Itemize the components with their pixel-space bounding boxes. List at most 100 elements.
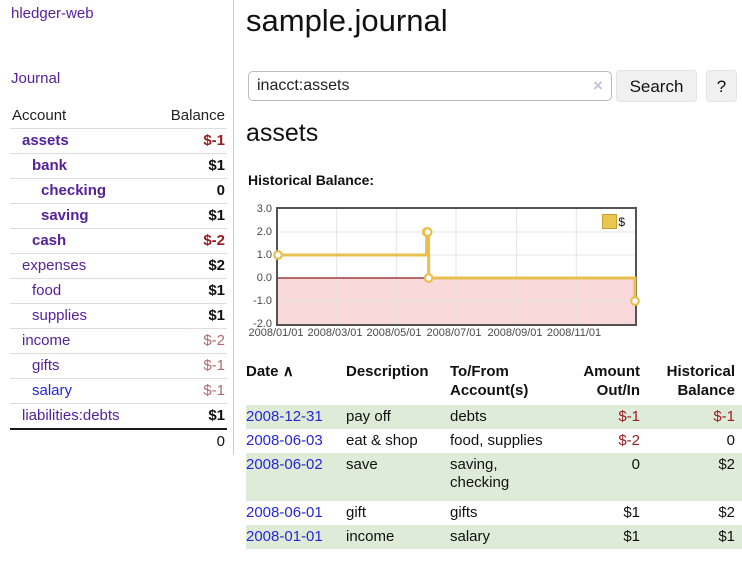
account-link-liabilities-debts[interactable]: liabilities:debts [22,407,120,424]
account-link-saving[interactable]: saving [41,207,89,224]
account-balance: $-1 [203,357,225,374]
register-row: 2008-06-03 eat & shop food, supplies $-2… [246,429,742,453]
account-balance: $1 [208,307,225,324]
x-tick-label: 2008/03/01 [307,327,363,339]
transaction-balance: 0 [726,432,735,449]
account-row-expenses: expenses $2 [10,253,227,278]
balance-column-header: Balance [170,107,225,124]
x-tick-label: 2008/05/01 [366,327,422,339]
amount-column-header: Amount Out/In [583,363,640,399]
account-row-cash: cash $-2 [10,228,227,253]
transaction-accounts: food, supplies [450,432,543,449]
account-link-bank[interactable]: bank [32,157,68,174]
y-tick-label: -2.0 [253,318,272,330]
account-row-salary: salary $-1 [10,378,227,403]
x-tick-label: 2008/09/01 [487,327,543,339]
account-link-expenses[interactable]: expenses [22,257,87,274]
transaction-amount: $-1 [618,408,640,425]
account-balance: $-1 [203,382,225,399]
help-button[interactable]: ? [706,70,737,102]
account-link-income[interactable]: income [22,332,71,349]
date-header-label: Date [246,363,279,380]
register-row: 2008-12-31 pay off debts $-1 $-1 [246,405,742,429]
accounts-table: Account Balance assets $-1 bank $1 check… [10,103,227,454]
balance-chart-plot: $ [273,207,640,326]
balance-chart-svg [273,209,640,324]
transaction-amount: 0 [631,456,640,473]
account-balance: $-2 [203,332,225,349]
account-row-saving: saving $1 [10,203,227,228]
accounts-column-header: Account [12,107,67,124]
page-title: sample.journal [246,3,448,38]
accounts-total-row: 0 [10,428,227,454]
transaction-balance: $-1 [713,408,735,425]
account-row-liabilities-debts: liabilities:debts $1 [10,403,227,428]
account-balance: 0 [216,182,225,199]
account-row-income: income $-2 [10,328,227,353]
register-table: Date ∧ Description To/From Account(s) Am… [246,360,742,549]
account-heading: assets [246,119,319,147]
date-column-header[interactable]: Date ∧ [246,360,346,405]
chart-legend: $ [602,214,625,229]
transaction-accounts: debts [450,408,487,425]
transaction-date-link[interactable]: 2008-06-02 [246,456,323,473]
legend-label: $ [618,214,625,229]
balance-chart: 3.0 2.0 1.0 0.0 -1.0 -2.0 $ 2008/01/01 2… [240,200,680,350]
balance-column-header: Historical Balance [666,363,735,399]
account-balance: $1 [208,282,225,299]
search-button[interactable]: Search [616,70,697,102]
account-row-bank: bank $1 [10,153,227,178]
x-tick-label: 2008/07/01 [426,327,482,339]
transaction-date-link[interactable]: 2008-12-31 [246,408,323,425]
transaction-date-link[interactable]: 2008-06-01 [246,504,323,521]
account-link-checking[interactable]: checking [41,182,107,199]
y-tick-label: 2.0 [256,226,272,238]
account-link-assets[interactable]: assets [22,132,69,149]
account-link-supplies[interactable]: supplies [32,307,88,324]
search-input[interactable] [248,71,612,101]
account-link-salary[interactable]: salary [32,382,73,399]
historical-balance-label: Historical Balance: [248,172,375,188]
accounts-column-header: To/From Account(s) [450,363,529,399]
account-row-assets: assets $-1 [10,128,227,153]
transaction-balance: $2 [718,456,735,473]
series-swatch-icon [602,214,618,229]
account-link-gifts[interactable]: gifts [32,357,60,374]
register-header-row: Date ∧ Description To/From Account(s) Am… [246,360,742,405]
register-row: 2008-06-01 gift gifts $1 $2 [246,501,742,525]
account-link-food[interactable]: food [32,282,62,299]
y-tick-label: 0.0 [256,272,272,284]
account-balance: $1 [208,157,225,174]
account-balance: $2 [208,257,225,274]
register-row: 2008-01-01 income salary $1 $1 [246,525,742,549]
y-tick-label: 1.0 [256,249,272,261]
transaction-amount: $1 [623,504,640,521]
sidebar-item-journal[interactable]: Journal [11,70,61,87]
transaction-amount: $1 [623,528,640,545]
account-balance: $-2 [203,232,225,249]
sort-ascending-icon: ∧ [282,363,294,380]
register-row: 2008-06-02 save saving, checking 0 $2 [246,453,742,501]
y-tick-label: 3.0 [256,203,272,215]
transaction-balance: $1 [718,528,735,545]
account-balance: $1 [208,207,225,224]
x-tick-label: 2008/01/01 [248,327,304,339]
transaction-description: income [346,528,395,545]
clear-search-icon[interactable]: × [593,76,603,95]
account-link-cash[interactable]: cash [32,232,67,249]
transaction-amount: $-2 [618,432,640,449]
sidebar-divider [233,0,234,455]
account-row-food: food $1 [10,278,227,303]
transaction-date-link[interactable]: 2008-06-03 [246,432,323,449]
transaction-balance: $2 [718,504,735,521]
account-balance: $1 [208,407,225,424]
accounts-table-header: Account Balance [10,103,227,128]
transaction-accounts: salary [450,528,491,545]
account-row-gifts: gifts $-1 [10,353,227,378]
transaction-date-link[interactable]: 2008-01-01 [246,528,323,545]
y-tick-label: -1.0 [253,295,272,307]
transaction-description: pay off [346,408,391,425]
app-title-link[interactable]: hledger-web [11,5,94,22]
account-balance: $-1 [203,132,225,149]
transaction-description: eat & shop [346,432,418,449]
